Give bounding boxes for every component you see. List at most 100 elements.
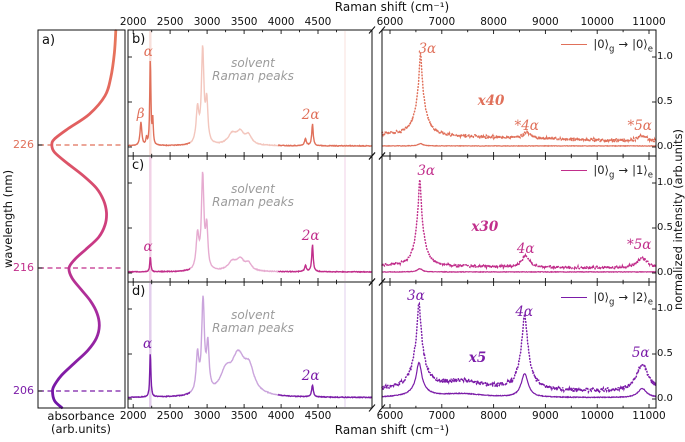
- x-tick-label: 6000: [376, 16, 404, 28]
- peak-label-3alpha-c: 3α: [417, 163, 436, 180]
- y-tick-label: 0.5: [657, 348, 673, 359]
- axis-break-mark: [368, 404, 376, 412]
- ket-to-sub: e: [647, 44, 653, 55]
- arrow-icon: →: [618, 290, 629, 304]
- peak-label-3alpha-b: 3α: [418, 41, 437, 58]
- x-tick-label: 2000: [119, 16, 147, 28]
- solvent-note-b: solvent Raman peaks: [212, 55, 294, 84]
- peak-label-2alpha-c: 2α: [301, 228, 320, 245]
- raman-panel-d: [127, 278, 657, 412]
- x-tick-label: 2500: [156, 16, 184, 28]
- x-tick-label: 3000: [193, 16, 221, 28]
- y-tick-label: 0.0: [657, 267, 673, 278]
- absorbance-frame: [37, 29, 126, 409]
- y-tick-label: 0.5: [657, 222, 673, 233]
- x-tick-label: 11000: [632, 16, 666, 28]
- right-axis-title: normalized intensity (arb.units): [671, 128, 685, 310]
- peak-label-3alpha-d: 3α: [407, 288, 425, 305]
- raman-panel-c: [127, 152, 657, 286]
- x-tick-label: 6000: [376, 410, 404, 422]
- panel-letter-a: a): [42, 33, 56, 48]
- solvent-fade-overlay: [190, 283, 279, 407]
- peak-label-2alpha-d: 2α: [301, 367, 320, 384]
- ket-from-sub: g: [609, 44, 615, 55]
- left-axis-title: wavelength (nm): [1, 169, 15, 269]
- legend-label: |0⟩g → |0⟩e: [593, 37, 653, 55]
- axis-break-mark: [378, 26, 386, 34]
- legend-label: |0⟩g → |1⟩e: [593, 163, 653, 181]
- x-tick-label: 9000: [532, 410, 559, 422]
- x-tick-label: 8000: [480, 410, 507, 422]
- x-tick-label: 4500: [304, 410, 332, 422]
- axis-break-mark: [368, 278, 376, 286]
- spectrum-right-magnified-d: [381, 301, 657, 395]
- axis-break-mark: [368, 152, 376, 160]
- peak-label-4alpha-d: 4α: [515, 303, 534, 320]
- axis-break-mark: [378, 152, 386, 160]
- x-tick-label: 8000: [480, 16, 507, 28]
- panel-letter-b: b): [132, 32, 146, 47]
- ket-from: |0⟩: [593, 163, 610, 177]
- absorbance-axis-title-line1: absorbance: [47, 409, 115, 423]
- y-tick-label: 1.0: [657, 303, 673, 314]
- magnification-label-c: x30: [471, 219, 499, 236]
- panel-letter-d: d): [132, 284, 146, 299]
- x-tick-label: 11000: [632, 410, 666, 422]
- legend-transition-d: |0⟩g → |2⟩e: [561, 290, 653, 307]
- y-tick-label: 1.0: [657, 177, 673, 188]
- solvent-fade-overlay: [190, 157, 279, 281]
- x-tick-label: 9000: [532, 16, 559, 28]
- x-tick-label: 2500: [156, 410, 184, 422]
- axis-break-mark: [368, 26, 376, 34]
- peak-label-5alpha-c: *5α: [626, 237, 652, 254]
- spectrum-right-original-b: [382, 142, 657, 148]
- solvent-note-d: solvent Raman peaks: [212, 307, 294, 336]
- peak-label-alpha-c: α: [143, 239, 153, 256]
- absorbance-curve: [50, 29, 118, 409]
- ket-to-sub: e: [647, 170, 653, 181]
- wavelength-tick-label: 226: [13, 138, 34, 151]
- x-tick-label: 10000: [580, 410, 614, 422]
- bottom-axis-title: Raman shift (cm⁻¹): [334, 423, 450, 437]
- arrow-icon: →: [618, 163, 629, 177]
- y-tick-label: 0.5: [657, 96, 673, 107]
- solvent-fade-overlay: [190, 31, 279, 155]
- legend-transition-c: |0⟩g → |1⟩e: [561, 163, 653, 180]
- ket-to: |0⟩: [632, 37, 648, 51]
- absorbance-axis-title: absorbance (arb.units): [28, 409, 134, 436]
- y-tick-label: 0.0: [657, 393, 673, 404]
- ket-to: |1⟩: [632, 163, 648, 177]
- axis-break-mark: [378, 404, 386, 412]
- spectrum-right-magnified-c: [381, 179, 657, 272]
- peak-label-5alpha-b: *5α: [627, 118, 652, 135]
- spectrum-right-magnified-b: [381, 53, 657, 145]
- legend-transition-b: |0⟩g → |0⟩e: [561, 37, 653, 54]
- x-tick-label: 4000: [267, 410, 295, 422]
- wavelength-tick-label: 216: [13, 261, 34, 274]
- x-tick-label: 4500: [304, 16, 332, 28]
- peak-label-alpha-d: α: [143, 336, 153, 353]
- axis-break-mark: [378, 278, 386, 286]
- top-axis-title: Raman shift (cm⁻¹): [334, 0, 450, 14]
- spectrum-right-original-d: [381, 361, 657, 399]
- peak-label-4alpha-b: *4α: [514, 118, 539, 135]
- x-tick-label: 10000: [580, 16, 614, 28]
- x-tick-label: 3500: [230, 16, 258, 28]
- ket-from: |0⟩: [593, 37, 610, 51]
- legend-line-sample: [561, 170, 588, 171]
- x-tick-label: 3500: [230, 410, 258, 422]
- ket-from-sub: g: [609, 170, 615, 181]
- x-tick-label: 4000: [267, 16, 295, 28]
- magnification-label-b: x40: [477, 93, 505, 110]
- peak-label-4alpha-c: 4α: [516, 240, 535, 257]
- solvent-note-c: solvent Raman peaks: [212, 181, 294, 210]
- peak-label-alpha-b: α: [143, 43, 153, 60]
- x-tick-label: 7000: [428, 410, 456, 422]
- panel-frame-left: [127, 281, 373, 409]
- ket-to: |2⟩: [632, 290, 648, 304]
- legend-line-sample: [561, 44, 588, 45]
- panel-letter-c: c): [132, 158, 145, 173]
- panel-frame-right: [381, 281, 657, 409]
